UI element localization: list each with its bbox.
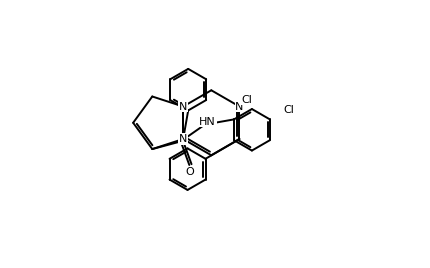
Text: HN: HN xyxy=(199,117,216,127)
Text: N: N xyxy=(179,102,187,111)
Text: N: N xyxy=(235,102,244,111)
Text: O: O xyxy=(185,167,194,177)
Text: N: N xyxy=(179,134,187,144)
Text: Cl: Cl xyxy=(283,105,294,115)
Text: Cl: Cl xyxy=(242,95,252,105)
